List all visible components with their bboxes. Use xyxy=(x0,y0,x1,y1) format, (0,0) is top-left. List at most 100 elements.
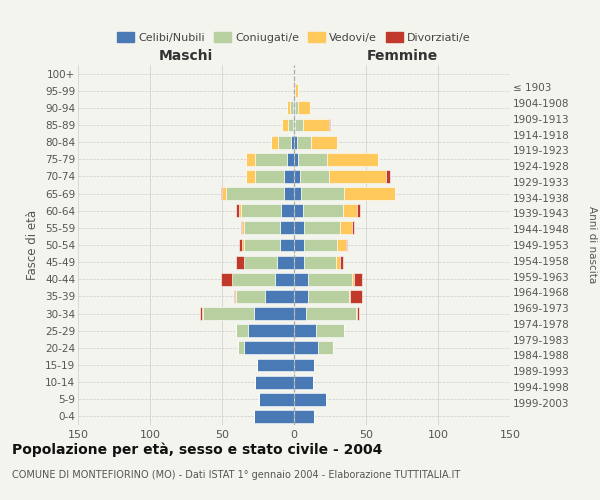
Bar xyxy=(294,393,326,406)
Bar xyxy=(294,290,308,303)
Bar xyxy=(295,84,298,97)
Bar xyxy=(301,187,344,200)
Bar xyxy=(236,204,239,217)
Bar xyxy=(358,307,359,320)
Bar xyxy=(304,222,340,234)
Bar xyxy=(294,410,314,423)
Bar xyxy=(294,273,308,285)
Bar xyxy=(255,376,294,388)
Bar xyxy=(294,256,304,268)
Bar xyxy=(221,187,222,200)
Bar xyxy=(226,187,284,200)
Bar xyxy=(257,358,294,372)
Bar xyxy=(259,393,294,406)
Bar xyxy=(327,153,377,166)
Bar xyxy=(294,153,298,166)
Bar xyxy=(343,204,358,217)
Text: Popolazione per età, sesso e stato civile - 2004: Popolazione per età, sesso e stato civil… xyxy=(12,442,382,457)
Bar xyxy=(271,136,278,148)
Bar xyxy=(294,187,301,200)
Bar xyxy=(238,342,244,354)
Bar xyxy=(255,153,287,166)
Bar xyxy=(254,307,294,320)
Bar xyxy=(247,153,255,166)
Text: Maschi: Maschi xyxy=(159,50,213,64)
Bar xyxy=(287,153,294,166)
Bar xyxy=(294,204,302,217)
Bar xyxy=(386,170,391,183)
Bar xyxy=(255,170,284,183)
Bar xyxy=(329,170,386,183)
Bar xyxy=(294,222,304,234)
Bar xyxy=(265,290,294,303)
Bar xyxy=(295,102,298,114)
Bar xyxy=(236,324,248,337)
Bar xyxy=(244,222,280,234)
Bar xyxy=(298,102,310,114)
Bar xyxy=(284,187,294,200)
Text: Anni di nascita: Anni di nascita xyxy=(587,206,597,284)
Bar xyxy=(287,102,290,114)
Bar xyxy=(233,290,235,303)
Bar xyxy=(352,273,355,285)
Bar xyxy=(293,118,294,132)
Bar xyxy=(290,102,293,114)
Bar xyxy=(346,238,347,252)
Y-axis label: Fasce di età: Fasce di età xyxy=(26,210,40,280)
Bar xyxy=(294,84,295,97)
Bar xyxy=(297,136,311,148)
Bar xyxy=(244,256,277,268)
Text: COMUNE DI MONTEFIORINO (MO) - Dati ISTAT 1° gennaio 2004 - Elaborazione TUTTITAL: COMUNE DI MONTEFIORINO (MO) - Dati ISTAT… xyxy=(12,470,460,480)
Bar xyxy=(288,118,293,132)
Bar xyxy=(283,118,288,132)
Bar xyxy=(241,222,242,234)
Bar xyxy=(232,273,275,285)
Bar xyxy=(200,307,202,320)
Bar xyxy=(356,307,358,320)
Bar xyxy=(244,238,280,252)
Bar xyxy=(293,102,294,114)
Bar xyxy=(247,170,255,183)
Bar xyxy=(305,307,356,320)
Bar xyxy=(294,136,297,148)
Bar xyxy=(280,238,294,252)
Bar xyxy=(235,290,236,303)
Bar xyxy=(294,324,316,337)
Bar xyxy=(222,187,226,200)
Bar xyxy=(355,273,362,285)
Bar xyxy=(294,118,295,132)
Bar xyxy=(275,273,294,285)
Bar xyxy=(236,256,244,268)
Bar xyxy=(308,290,349,303)
Bar xyxy=(329,118,330,132)
Bar xyxy=(298,153,327,166)
Bar xyxy=(340,256,343,268)
Bar xyxy=(340,222,352,234)
Bar xyxy=(302,204,343,217)
Bar xyxy=(294,170,300,183)
Bar xyxy=(254,410,294,423)
Bar xyxy=(294,376,313,388)
Bar xyxy=(344,187,395,200)
Bar xyxy=(242,238,244,252)
Bar xyxy=(241,204,281,217)
Legend: Celibi/Nubili, Coniugati/e, Vedovi/e, Divorziati/e: Celibi/Nubili, Coniugati/e, Vedovi/e, Di… xyxy=(113,28,475,47)
Bar xyxy=(239,204,241,217)
Bar xyxy=(352,222,355,234)
Bar xyxy=(281,204,294,217)
Bar xyxy=(248,324,294,337)
Bar xyxy=(304,238,337,252)
Bar xyxy=(294,358,314,372)
Text: Femmine: Femmine xyxy=(367,50,437,64)
Bar xyxy=(350,290,362,303)
Bar xyxy=(308,273,352,285)
Bar xyxy=(221,273,232,285)
Bar xyxy=(280,222,294,234)
Bar xyxy=(244,342,294,354)
Bar xyxy=(284,170,294,183)
Bar xyxy=(336,256,340,268)
Bar xyxy=(278,136,291,148)
Bar xyxy=(294,307,305,320)
Bar xyxy=(294,342,319,354)
Bar xyxy=(295,118,302,132)
